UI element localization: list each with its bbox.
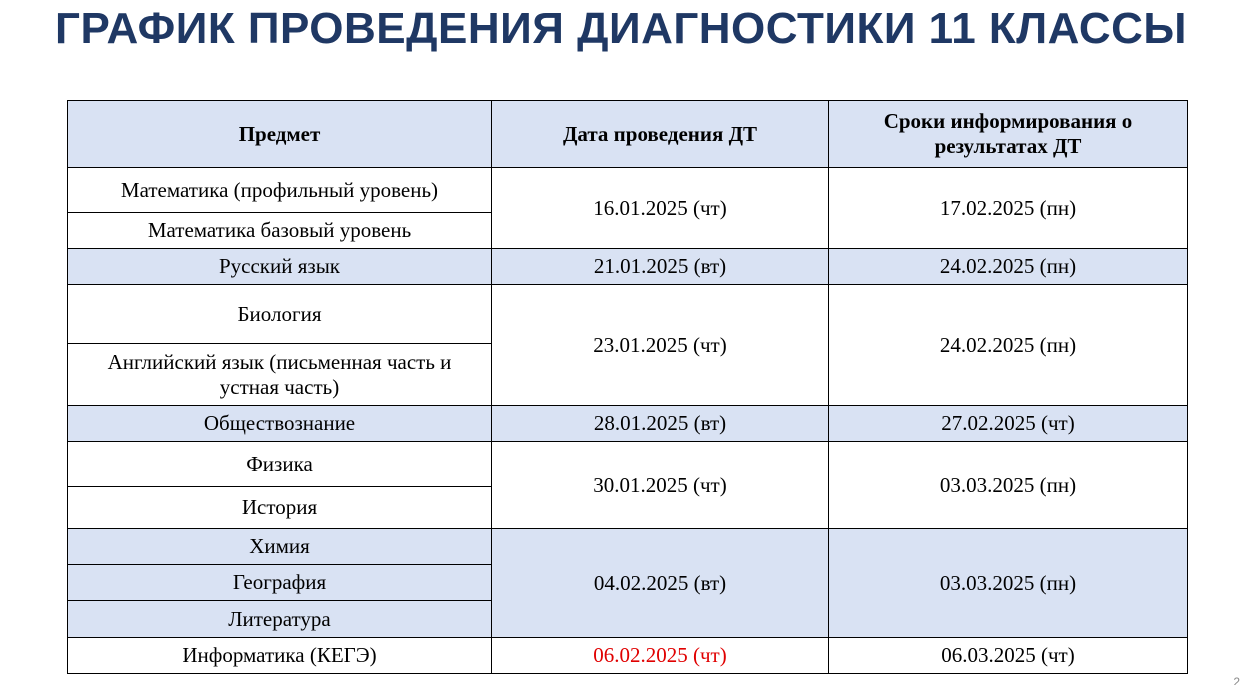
subject-cell: Информатика (КЕГЭ) [67,637,492,674]
page-title: ГРАФИК ПРОВЕДЕНИЯ ДИАГНОСТИКИ 11 КЛАССЫ [55,4,1187,53]
table-row: Математика базовый уровень [67,212,1188,249]
results-cell: 03.03.2025 (пн) [828,528,1188,638]
table-row: Литература [67,600,1188,638]
subject-cell: История [67,486,492,529]
date-cell: 23.01.2025 (чт) [491,284,829,406]
table-row: История [67,486,1188,529]
header-subject: Предмет [67,100,492,168]
table-row: Физика 30.01.2025 (чт) 03.03.2025 (пн) [67,441,1188,529]
subject-cell: География [67,564,492,601]
date-cell: 06.02.2025 (чт) [491,637,829,674]
subject-cell: Русский язык [67,248,492,285]
results-cell: 17.02.2025 (пн) [828,167,1188,249]
results-cell: 24.02.2025 (пн) [828,284,1188,406]
table-row: Английский язык (письменная часть и устн… [67,343,1188,406]
subject-cell: Химия [67,528,492,565]
date-cell: 28.01.2025 (вт) [491,405,829,442]
subject-cell: Литература [67,600,492,638]
subject-cell: Математика (профильный уровень) [67,167,492,213]
table-header-row: Предмет Дата проведения ДТ Сроки информи… [67,100,1188,168]
table-row: Математика (профильный уровень) 16.01.20… [67,167,1188,249]
results-cell: 27.02.2025 (чт) [828,405,1188,442]
table-row: Химия 04.02.2025 (вт) 03.03.2025 (пн) [67,528,1188,638]
date-cell: 04.02.2025 (вт) [491,528,829,638]
schedule-table: Предмет Дата проведения ДТ Сроки информи… [67,100,1188,674]
table-row: Информатика (КЕГЭ) 06.02.2025 (чт) 06.03… [67,637,1188,674]
subject-cell: Математика базовый уровень [67,212,492,249]
results-cell: 06.03.2025 (чт) [828,637,1188,674]
table-row: Биология 23.01.2025 (чт) 24.02.2025 (пн) [67,284,1188,406]
subject-cell: Биология [67,284,492,344]
header-date: Дата проведения ДТ [491,100,829,168]
date-cell: 30.01.2025 (чт) [491,441,829,529]
subject-cell: Английский язык (письменная часть и устн… [67,343,492,406]
subject-cell: Физика [67,441,492,487]
table-row: Русский язык 21.01.2025 (вт) 24.02.2025 … [67,248,1188,285]
results-cell: 03.03.2025 (пн) [828,441,1188,529]
page-number: 2 [1233,675,1240,685]
subject-cell: Обществознание [67,405,492,442]
results-cell: 24.02.2025 (пн) [828,248,1188,285]
table-row: Обществознание 28.01.2025 (вт) 27.02.202… [67,405,1188,442]
date-cell: 21.01.2025 (вт) [491,248,829,285]
header-results: Сроки информирования о результатах ДТ [828,100,1188,168]
date-cell: 16.01.2025 (чт) [491,167,829,249]
